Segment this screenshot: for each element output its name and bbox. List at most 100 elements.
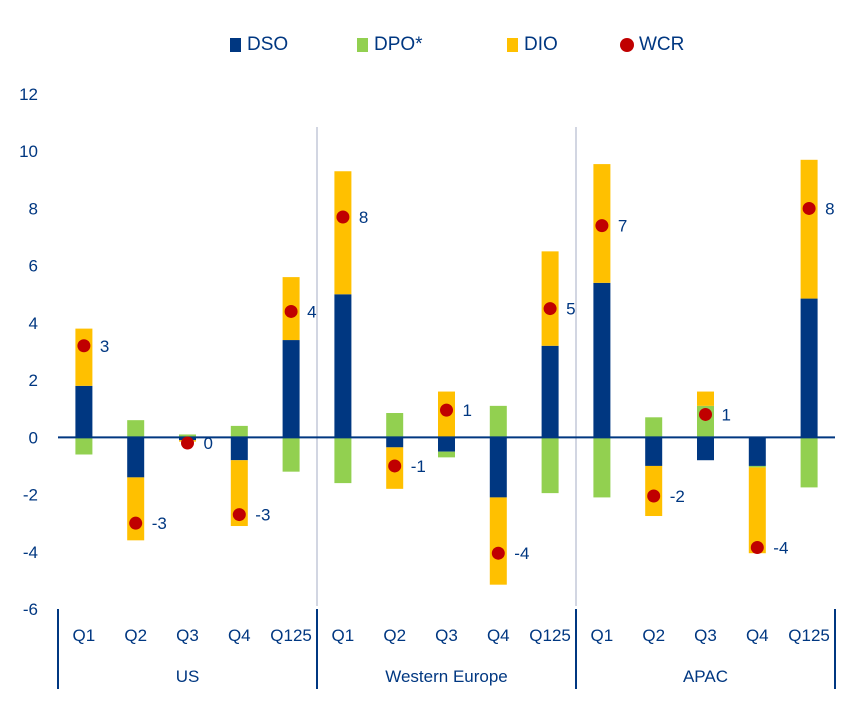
wcr-dot bbox=[440, 403, 453, 417]
bar-dso bbox=[386, 437, 404, 448]
bar-dso bbox=[593, 282, 611, 438]
legend-swatch-dio bbox=[507, 38, 518, 52]
bar-dso bbox=[127, 437, 145, 478]
y-tick-label: 4 bbox=[29, 314, 38, 333]
wcr-dot bbox=[595, 219, 609, 233]
legend-dot-wcr bbox=[620, 38, 634, 52]
y-tick-label: -2 bbox=[23, 486, 38, 505]
wcr-data-label: 1 bbox=[463, 401, 472, 420]
legend-label-dpo: DPO* bbox=[374, 34, 423, 55]
y-tick-label: 8 bbox=[29, 199, 38, 218]
bar-dso bbox=[645, 437, 663, 466]
wcr-data-label: -4 bbox=[773, 538, 788, 557]
bar-dpo bbox=[645, 417, 663, 438]
bar-dso bbox=[489, 437, 507, 498]
legend-item-dso: DSO bbox=[230, 34, 288, 56]
bar-dso bbox=[748, 437, 766, 466]
wcr-data-label: 4 bbox=[307, 302, 316, 321]
x-tick-label: Q1 bbox=[332, 626, 355, 645]
wcr-data-label: 7 bbox=[618, 217, 627, 236]
x-tick-label: Q2 bbox=[642, 626, 665, 645]
bar-dio bbox=[697, 391, 714, 406]
bar-dpo bbox=[800, 437, 818, 488]
wcr-data-label: 8 bbox=[359, 208, 368, 227]
wcr-data-label: 5 bbox=[566, 300, 575, 319]
wcr-data-label: -3 bbox=[152, 514, 167, 533]
wcr-dot bbox=[699, 407, 712, 421]
bar-dpo bbox=[127, 420, 145, 438]
x-tick-label: Q4 bbox=[228, 626, 251, 645]
chart-legend: DSO DPO* DIO WCR bbox=[0, 34, 857, 60]
bar-dpo bbox=[489, 405, 507, 438]
bar-dso bbox=[541, 345, 559, 438]
wcr-dot bbox=[181, 436, 194, 450]
bar-dpo bbox=[593, 437, 611, 498]
legend-label-dso: DSO bbox=[247, 34, 289, 55]
bar-dpo bbox=[179, 434, 196, 438]
bar-dio bbox=[800, 159, 818, 299]
wcr-data-label: -2 bbox=[670, 487, 685, 506]
wcr-dot bbox=[802, 201, 816, 215]
x-tick-label: Q4 bbox=[487, 626, 510, 645]
y-tick-label: 0 bbox=[29, 428, 38, 447]
y-tick-label: 2 bbox=[29, 371, 38, 390]
x-tick-label: Q125 bbox=[270, 626, 312, 645]
bar-dso bbox=[800, 298, 818, 438]
x-tick-label: Q2 bbox=[124, 626, 147, 645]
bar-dpo bbox=[541, 437, 559, 494]
bar-dso bbox=[230, 437, 248, 461]
group-label: APAC bbox=[683, 667, 728, 686]
wcr-data-label: 3 bbox=[100, 337, 109, 356]
wcr-dot bbox=[543, 302, 557, 316]
wcr-dot bbox=[491, 546, 505, 560]
x-tick-label: Q125 bbox=[529, 626, 571, 645]
bar-dio bbox=[334, 171, 352, 295]
wcr-data-label: 0 bbox=[204, 434, 213, 453]
x-tick-label: Q3 bbox=[435, 626, 458, 645]
wcr-dot bbox=[336, 210, 350, 224]
wcr-dot bbox=[647, 489, 661, 503]
legend-label-dio: DIO bbox=[524, 34, 558, 55]
y-tick-label: 10 bbox=[19, 142, 38, 161]
wcr-data-label: 8 bbox=[825, 199, 834, 218]
bar-dpo bbox=[75, 437, 93, 455]
bar-dpo bbox=[748, 465, 766, 468]
bar-dso bbox=[282, 340, 300, 438]
wcr-dot bbox=[77, 339, 91, 353]
legend-item-wcr: WCR bbox=[620, 34, 684, 56]
wcr-dot bbox=[750, 540, 764, 554]
group-label: US bbox=[176, 667, 200, 686]
wcr-dot bbox=[129, 516, 143, 530]
wcr-data-label: -4 bbox=[514, 544, 529, 563]
legend-label-wcr: WCR bbox=[639, 34, 685, 55]
wcr-dot bbox=[232, 508, 246, 522]
wcr-data-label: -1 bbox=[411, 457, 426, 476]
group-label: Western Europe bbox=[385, 667, 508, 686]
y-tick-label: -6 bbox=[23, 600, 38, 619]
bar-dso bbox=[75, 385, 93, 438]
y-tick-label: 12 bbox=[19, 85, 38, 104]
x-tick-label: Q1 bbox=[73, 626, 96, 645]
bar-dso bbox=[697, 437, 714, 461]
wcr-data-label: 1 bbox=[722, 405, 731, 424]
bar-dio bbox=[230, 460, 248, 527]
bar-dpo bbox=[334, 437, 352, 484]
x-tick-label: Q2 bbox=[383, 626, 406, 645]
bar-dpo bbox=[386, 413, 404, 438]
y-tick-label: 6 bbox=[29, 257, 38, 276]
legend-swatch-dpo bbox=[357, 38, 368, 52]
wcr-data-label: -3 bbox=[255, 506, 270, 525]
legend-swatch-dso bbox=[230, 38, 241, 52]
bar-dpo bbox=[282, 437, 300, 472]
bar-dso bbox=[334, 294, 352, 438]
x-tick-label: Q3 bbox=[176, 626, 199, 645]
bar-dio bbox=[75, 328, 93, 386]
wcr-dot bbox=[284, 304, 298, 318]
bar-dio bbox=[127, 477, 145, 541]
x-tick-label: Q3 bbox=[694, 626, 717, 645]
x-tick-label: Q125 bbox=[788, 626, 830, 645]
bar-dpo bbox=[230, 425, 248, 438]
legend-item-dio: DIO bbox=[507, 34, 558, 56]
wcr-dot bbox=[388, 459, 402, 473]
